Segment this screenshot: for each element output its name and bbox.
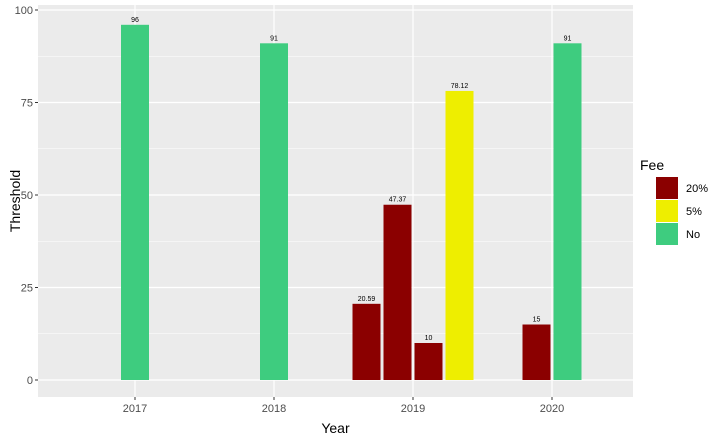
bar: [553, 43, 582, 381]
legend: Fee 20% 5% No: [640, 157, 708, 245]
bar: [522, 324, 551, 380]
legend-label: 20%: [686, 183, 708, 195]
legend-label: 5%: [686, 206, 702, 218]
bar: [121, 24, 149, 381]
y-axis: 0 25 50 75 100: [15, 5, 38, 387]
bar-value-label: 20.59: [358, 296, 376, 303]
bar: [352, 303, 381, 380]
x-tick-label: 2017: [123, 403, 147, 415]
x-axis-title: Year: [321, 420, 350, 436]
y-tick-label: 0: [27, 375, 33, 387]
y-tick-label: 100: [15, 5, 33, 17]
x-tick-label: 2019: [401, 403, 425, 415]
bar-value-label: 10: [425, 335, 433, 342]
legend-key: [656, 200, 678, 222]
legend-title: Fee: [640, 157, 664, 173]
legend-key: [656, 177, 678, 199]
y-tick-label: 25: [21, 283, 33, 295]
bar-value-label: 91: [564, 35, 572, 42]
bar-value-label: 15: [533, 317, 541, 324]
x-axis: 2017 2018 2019 2020: [123, 397, 564, 415]
data-labels: 96 91 20.59 47.37 10 78.12 15 91: [131, 17, 571, 342]
bars: [121, 24, 582, 381]
y-axis-title: Threshold: [7, 170, 23, 232]
y-tick-label: 50: [21, 190, 33, 202]
x-tick-label: 2018: [262, 403, 286, 415]
y-tick-label: 75: [21, 98, 33, 110]
bar-value-label: 47.37: [389, 197, 407, 204]
legend-key: [656, 223, 678, 245]
bar: [445, 90, 474, 381]
bar: [383, 204, 412, 380]
x-tick-label: 2020: [540, 403, 564, 415]
bar-value-label: 96: [131, 17, 139, 24]
bar: [414, 343, 443, 380]
bar-value-label: 91: [270, 35, 278, 42]
bar: [260, 43, 288, 381]
legend-label: No: [686, 229, 700, 241]
bar-value-label: 78.12: [451, 83, 469, 90]
